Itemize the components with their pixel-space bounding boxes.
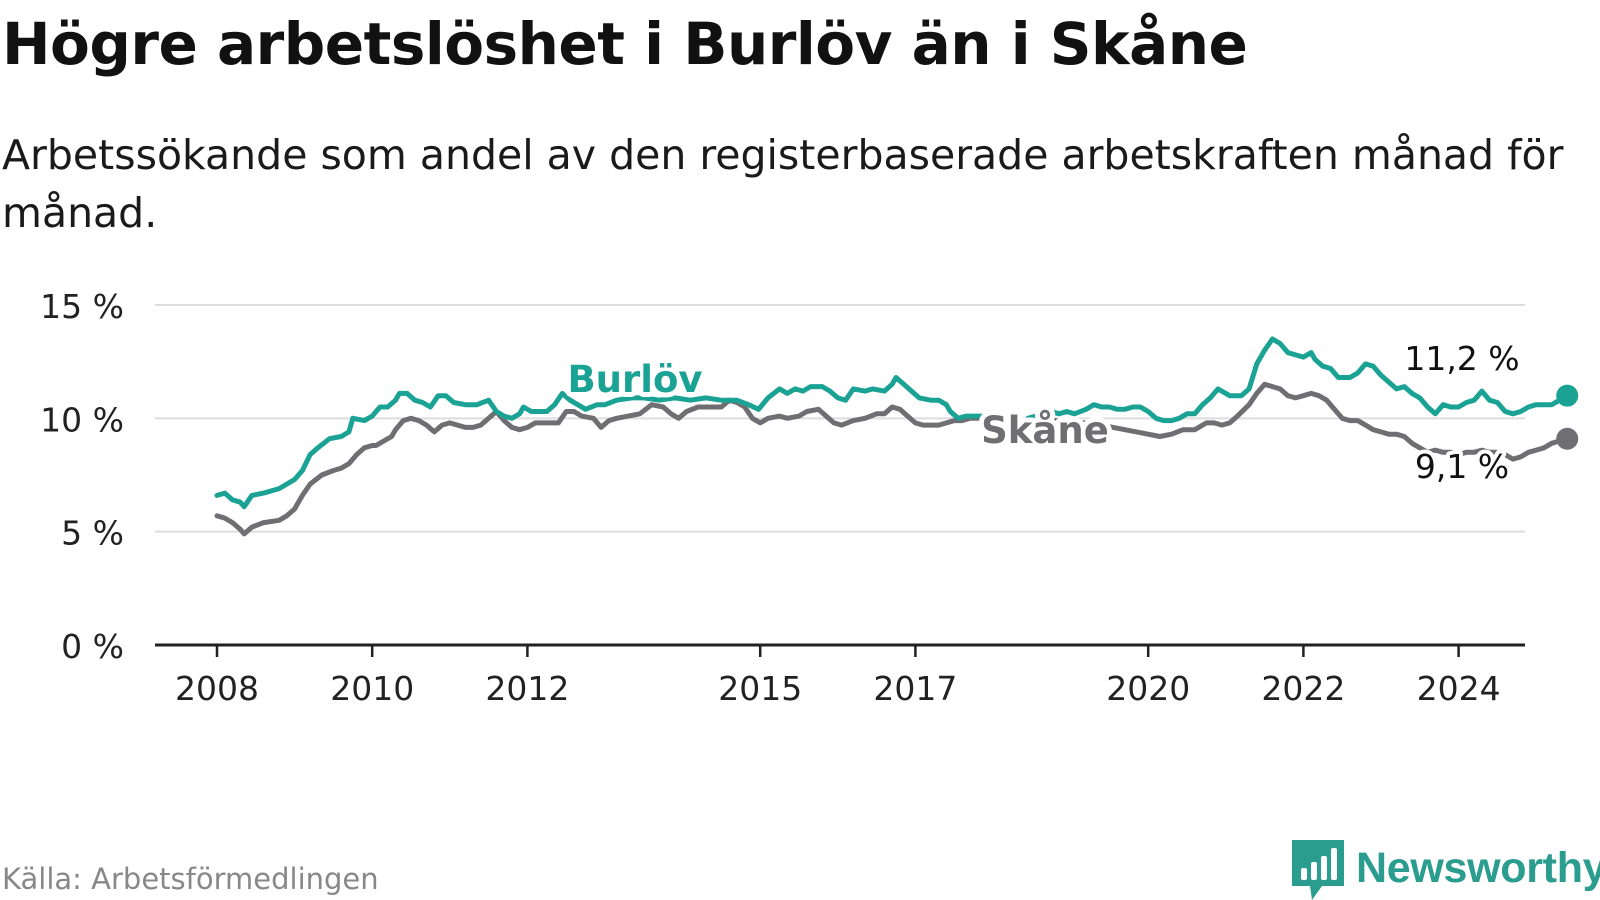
y-axis-tick-labels: 0 % 5 % 10 % 15 % (40, 287, 124, 666)
end-value-label-burlov: 11,2 % (1404, 339, 1519, 378)
x-tick-label: 2015 (718, 669, 802, 708)
y-tick-label: 10 % (40, 400, 124, 439)
series-label-burlov: Burlöv (567, 358, 702, 401)
x-tick-label: 2012 (485, 669, 569, 708)
series-line-burlov (214, 336, 1570, 510)
x-tick-label: 2020 (1106, 669, 1190, 708)
series-line-skane (214, 381, 1570, 537)
x-tick-label: 2017 (873, 669, 957, 708)
series-labels: Burlöv Skåne 11,2 % 9,1 % (562, 335, 1523, 490)
end-value-label-skane: 9,1 % (1415, 447, 1509, 486)
end-point-skane (1556, 427, 1579, 450)
y-tick-label: 15 % (40, 287, 124, 326)
x-tick-label: 2022 (1261, 669, 1345, 708)
x-tick-label: 2010 (330, 669, 414, 708)
x-tick-label: 2024 (1417, 669, 1501, 708)
brand-name: Newsworthy (1356, 844, 1600, 892)
series-lines (214, 336, 1579, 537)
chart-title: Högre arbetslöshet i Burlöv än i Skåne (2, 10, 1248, 78)
chart-subtitle: Arbetssökande som andel av den registerb… (2, 131, 1564, 237)
newsworthy-logo: Newsworthy (1292, 840, 1600, 900)
gridlines (155, 304, 1525, 533)
source-note: Källa: Arbetsförmedlingen (2, 862, 379, 896)
series-label-skane: Skåne (981, 409, 1109, 452)
y-tick-label: 0 % (61, 627, 124, 666)
x-axis: 2008 2010 2012 2015 2017 2020 2022 2024 (155, 643, 1525, 708)
end-point-burlov (1556, 384, 1579, 407)
y-tick-label: 5 % (61, 514, 124, 553)
newsworthy-chart-icon (1292, 840, 1344, 900)
x-tick-label: 2008 (175, 669, 259, 708)
